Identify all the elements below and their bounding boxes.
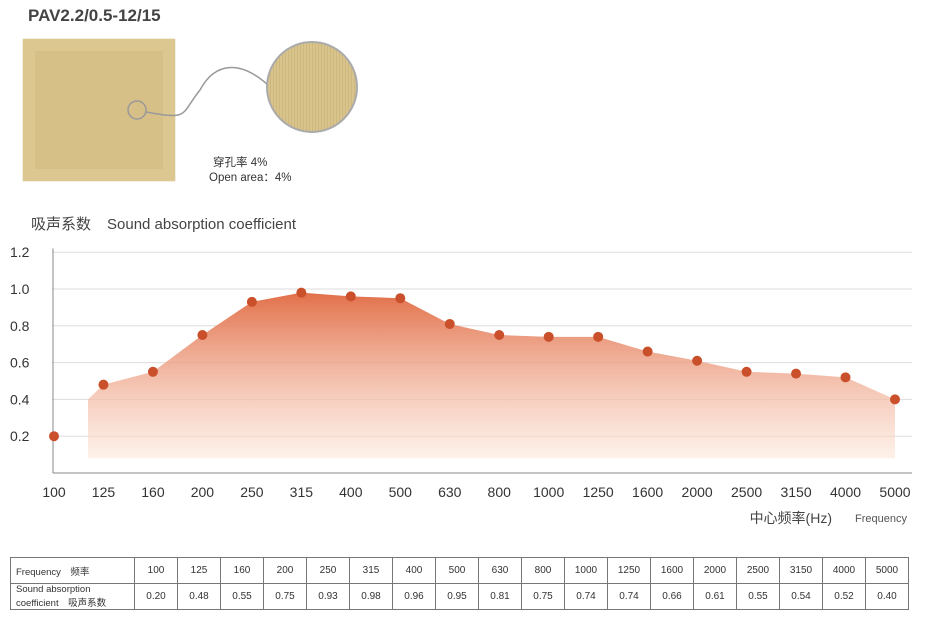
table-coefficient-cell: 0.74 bbox=[607, 583, 651, 610]
x-axis-label-cn: 中心频率(Hz) bbox=[750, 510, 832, 526]
table-coefficient-cell: 0.20 bbox=[134, 583, 178, 610]
table-coefficient-cell: 0.81 bbox=[478, 583, 522, 610]
table-frequency-cell: 1250 bbox=[607, 557, 651, 584]
x-tick-label: 2000 bbox=[682, 484, 713, 500]
x-tick-label: 500 bbox=[389, 484, 413, 500]
table-frequency-cell: 400 bbox=[392, 557, 436, 584]
product-title: PAV2.2/0.5-12/15 bbox=[28, 6, 161, 25]
x-tick-label: 3150 bbox=[780, 484, 811, 500]
data-table: Frequency 频率 100 125 160 200 250 315 400 500 630 8… bbox=[10, 557, 909, 610]
table-coefficient-cell: 0.74 bbox=[564, 583, 608, 610]
chart-title-en: Sound absorption coefficient bbox=[107, 216, 297, 233]
table-coefficient-cell: 0.75 bbox=[263, 583, 307, 610]
absorption-chart: 0.2 0.4 0.6 0.8 1.0 1.2 100 125 160 200 250 315 400 5… bbox=[10, 244, 912, 526]
data-point bbox=[494, 330, 505, 340]
panel-image bbox=[23, 39, 175, 181]
row-header-cn: coefficient 吸声系数 bbox=[16, 598, 107, 609]
chart-title: 吸声系数 Sound absorption coefficient bbox=[31, 213, 312, 234]
x-tick-label: 315 bbox=[290, 484, 314, 500]
y-tick-label: 0.8 bbox=[10, 318, 30, 334]
x-tick-label: 1000 bbox=[533, 484, 564, 500]
y-tick-label: 0.2 bbox=[10, 428, 30, 444]
data-point bbox=[543, 331, 554, 342]
x-tick-label: 125 bbox=[92, 484, 116, 500]
row-header-coefficient: Sound absorption coefficient 吸声系数 bbox=[10, 583, 135, 610]
row-header-en: Sound absorption bbox=[16, 584, 91, 595]
chart-title-cn: 吸声系数 bbox=[31, 216, 92, 233]
table-coefficient-cell: 0.48 bbox=[177, 583, 221, 610]
x-tick-label: 160 bbox=[141, 484, 165, 500]
x-tick-label: 5000 bbox=[879, 484, 910, 500]
data-point bbox=[98, 379, 109, 390]
data-point bbox=[741, 366, 752, 377]
y-tick-label: 0.4 bbox=[10, 391, 30, 407]
table-frequency-cell: 315 bbox=[349, 557, 393, 584]
table-frequency-cell: 200 bbox=[263, 557, 307, 584]
table-frequency-cell: 1600 bbox=[650, 557, 694, 584]
table-frequency-cell: 800 bbox=[521, 557, 565, 584]
table-frequency-cell: 100 bbox=[134, 557, 178, 584]
table-frequency-cell: 3150 bbox=[779, 557, 823, 584]
table-coefficient-cell: 0.55 bbox=[736, 583, 780, 610]
data-point bbox=[49, 431, 59, 442]
table-frequency-cell: 4000 bbox=[822, 557, 866, 584]
x-tick-label: 800 bbox=[488, 484, 512, 500]
data-point bbox=[147, 366, 158, 377]
x-tick-label: 1250 bbox=[583, 484, 614, 500]
table-coefficient-cell: 0.52 bbox=[822, 583, 866, 610]
x-axis-label-en: Frequency bbox=[855, 513, 907, 525]
x-tick-label: 4000 bbox=[830, 484, 861, 500]
table-coefficient-cell: 0.55 bbox=[220, 583, 264, 610]
data-point bbox=[840, 372, 851, 383]
x-tick-label: 200 bbox=[191, 484, 215, 500]
x-tick-label: 100 bbox=[42, 484, 66, 500]
table-frequency-cell: 2000 bbox=[693, 557, 737, 584]
x-tick-label: 630 bbox=[438, 484, 462, 500]
open-area-cn: 穿孔率 4% bbox=[213, 157, 268, 169]
table-coefficient-cell: 0.40 bbox=[865, 583, 909, 610]
x-tick-label: 2500 bbox=[731, 484, 762, 500]
data-point bbox=[395, 293, 406, 304]
table-frequency-cell: 160 bbox=[220, 557, 264, 584]
table-coefficient-cell: 0.54 bbox=[779, 583, 823, 610]
x-tick-label: 400 bbox=[339, 484, 363, 500]
table-frequency-cell: 250 bbox=[306, 557, 350, 584]
table-coefficient-cell: 0.75 bbox=[521, 583, 565, 610]
data-point bbox=[692, 355, 703, 366]
absorption-area bbox=[88, 292, 895, 459]
table-coefficient-cell: 0.98 bbox=[349, 583, 393, 610]
row-header-frequency: Frequency 频率 bbox=[10, 557, 135, 584]
table-coefficient-cell: 0.96 bbox=[392, 583, 436, 610]
table-coefficient-cell: 0.93 bbox=[306, 583, 350, 610]
x-tick-label: 1600 bbox=[632, 484, 663, 500]
table-frequency-cell: 5000 bbox=[865, 557, 909, 584]
data-point bbox=[593, 331, 604, 342]
data-point bbox=[791, 368, 802, 379]
connector-line bbox=[127, 66, 269, 120]
open-area-en: Open area：4% bbox=[209, 172, 292, 184]
data-point bbox=[444, 318, 455, 329]
table-frequency-cell: 630 bbox=[478, 557, 522, 584]
data-point bbox=[246, 296, 257, 307]
table-frequency-cell: 2500 bbox=[736, 557, 780, 584]
x-tick-label: 250 bbox=[240, 484, 264, 500]
table-coefficient-cell: 0.95 bbox=[435, 583, 479, 610]
y-tick-label: 1.2 bbox=[10, 244, 30, 260]
data-point bbox=[642, 346, 653, 357]
table-coefficient-cell: 0.66 bbox=[650, 583, 694, 610]
data-point bbox=[889, 394, 900, 405]
y-tick-label: 0.6 bbox=[10, 355, 30, 371]
table-frequency-cell: 1000 bbox=[564, 557, 608, 584]
perforation-zoom-image bbox=[266, 41, 358, 133]
data-point bbox=[345, 291, 356, 302]
table-frequency-cell: 125 bbox=[177, 557, 221, 584]
table-coefficient-cell: 0.61 bbox=[693, 583, 737, 610]
data-point bbox=[296, 287, 307, 298]
data-point bbox=[197, 330, 208, 340]
y-tick-label: 1.0 bbox=[10, 281, 30, 297]
table-frequency-cell: 500 bbox=[435, 557, 479, 584]
